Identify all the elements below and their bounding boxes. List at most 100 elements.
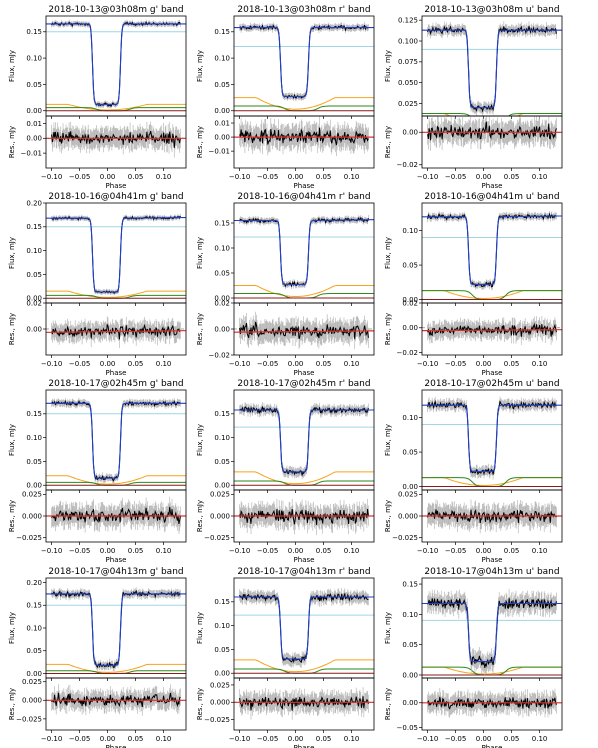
y-tick-label: 0.10 [214, 244, 230, 252]
main-plot-area [234, 214, 374, 299]
x-tick-label: 0.05 [504, 360, 520, 368]
residual-axes-frame [45, 677, 187, 731]
y-tick-label: 0.050 [398, 79, 418, 87]
x-tick-label: 0.10 [532, 173, 548, 181]
x-tick-label: 0.05 [316, 735, 332, 743]
model-lightcurve [234, 27, 374, 98]
residual-plot-area [46, 684, 186, 716]
y-tick-label: 0.10 [26, 55, 42, 63]
res-y-tick-label: −0.01 [21, 150, 42, 158]
data-error-bars [51, 397, 181, 485]
y-axis-label: Flux, mJy [196, 424, 204, 456]
res-y-tick-label: 0.025 [210, 491, 230, 499]
x-axis-label: Phase [106, 744, 127, 748]
y-tick-label: 0.15 [214, 410, 230, 418]
x-tick-label: 0.10 [344, 735, 360, 743]
y-tick-label: 0.20 [26, 199, 42, 207]
x-tick-label: 0.10 [344, 547, 360, 555]
x-tick-label: −0.05 [69, 173, 90, 181]
res-y-tick-label: −0.05 [397, 724, 418, 732]
x-tick-label: −0.10 [41, 547, 62, 555]
disc-component [234, 285, 374, 297]
x-axis-label: Phase [482, 744, 503, 748]
x-tick-label: 0.00 [288, 360, 304, 368]
residual-axes-frame [421, 677, 563, 731]
panel-8: 2018-10-17@02h45m r' band 0.00 0.05 0.10 0.1… [196, 379, 375, 564]
y-tick-label: 0.05 [402, 261, 418, 269]
x-tick-label: 0.05 [504, 735, 520, 743]
x-tick-label: −0.10 [41, 735, 62, 743]
data-lightcurve [239, 216, 369, 288]
x-tick-label: −0.10 [41, 360, 62, 368]
res-y-tick-label: 0.01 [26, 120, 42, 128]
main-axes-frame [233, 15, 375, 117]
disc-component [422, 666, 562, 675]
res-y-axis-label: Res., mJy [196, 126, 204, 158]
x-tick-label: 0.00 [100, 547, 116, 555]
res-y-tick-label: 0.000 [22, 697, 42, 705]
disc-component [234, 659, 374, 673]
x-tick-label: 0.05 [128, 735, 144, 743]
residual-plot-area [234, 687, 374, 720]
y-axis-label: Flux, mJy [8, 237, 16, 269]
main-plot-area [422, 21, 562, 116]
res-y-tick-label: 0.00 [402, 324, 418, 332]
y-tick-label: 0.15 [26, 28, 42, 36]
x-tick-label: 0.00 [288, 547, 304, 555]
res-y-tick-label: 0.025 [22, 491, 42, 499]
panel-title: 2018-10-17@04h13m u' band [424, 567, 559, 577]
main-plot-area [234, 21, 374, 112]
res-y-tick-label: −0.025 [392, 534, 418, 542]
model-lightcurve [422, 215, 562, 285]
model-lightcurve [234, 409, 374, 473]
x-tick-label: 0.05 [316, 360, 332, 368]
x-tick-label: −0.05 [445, 173, 466, 181]
panel-title: 2018-10-13@03h08m g' band [48, 5, 183, 15]
y-axis-label: Flux, mJy [384, 424, 392, 456]
res-y-tick-label: −0.025 [204, 716, 230, 724]
res-y-axis-label: Res., mJy [384, 126, 392, 158]
panel-3: 2018-10-13@03h08m u' band 0.025 0.050 0.075… [384, 5, 563, 190]
x-tick-label: 0.05 [316, 547, 332, 555]
model-lightcurve [46, 23, 186, 105]
res-y-tick-label: 0.00 [214, 325, 230, 333]
panel-title: 2018-10-16@04h41m r' band [237, 192, 370, 202]
res-y-tick-label: −0.025 [204, 534, 230, 542]
residual-data [51, 323, 181, 340]
x-tick-label: −0.05 [69, 547, 90, 555]
x-tick-label: −0.05 [445, 547, 466, 555]
x-tick-label: 0.00 [288, 735, 304, 743]
x-tick-label: 0.10 [532, 735, 548, 743]
data-lightcurve [51, 399, 181, 482]
y-tick-label: 0.00 [214, 482, 230, 490]
panel-title: 2018-10-17@04h13m r' band [237, 567, 370, 577]
secondary-component [46, 107, 186, 112]
main-axes-frame [233, 389, 375, 491]
x-tick-label: −0.10 [417, 735, 438, 743]
x-tick-label: 0.10 [532, 360, 548, 368]
x-axis-label: Phase [106, 182, 127, 190]
x-tick-label: 0.10 [156, 360, 172, 368]
model-lightcurve [234, 596, 374, 660]
x-tick-label: 0.00 [476, 360, 492, 368]
res-y-axis-label: Res., mJy [8, 500, 16, 532]
data-error-bars [239, 214, 369, 290]
residual-plot-area [234, 116, 374, 157]
data-error-bars [51, 19, 181, 109]
data-error-bars [51, 213, 181, 296]
main-plot-area [234, 588, 374, 674]
main-plot-area [46, 19, 186, 112]
res-y-axis-label: Res., mJy [196, 313, 204, 345]
residual-fit [234, 330, 374, 333]
data-error-bars [239, 402, 369, 480]
res-y-tick-label: 0.000 [210, 512, 230, 520]
y-tick-label: 0.00 [402, 671, 418, 679]
y-tick-label: 0.00 [26, 670, 42, 678]
x-tick-label: 0.10 [344, 360, 360, 368]
x-tick-label: 0.05 [128, 173, 144, 181]
y-axis-label: Flux, mJy [384, 50, 392, 82]
y-tick-label: 0.15 [26, 602, 42, 610]
res-y-tick-label: 0.00 [402, 129, 418, 137]
y-tick-label: 0.075 [398, 58, 418, 66]
disc-component [46, 475, 186, 485]
